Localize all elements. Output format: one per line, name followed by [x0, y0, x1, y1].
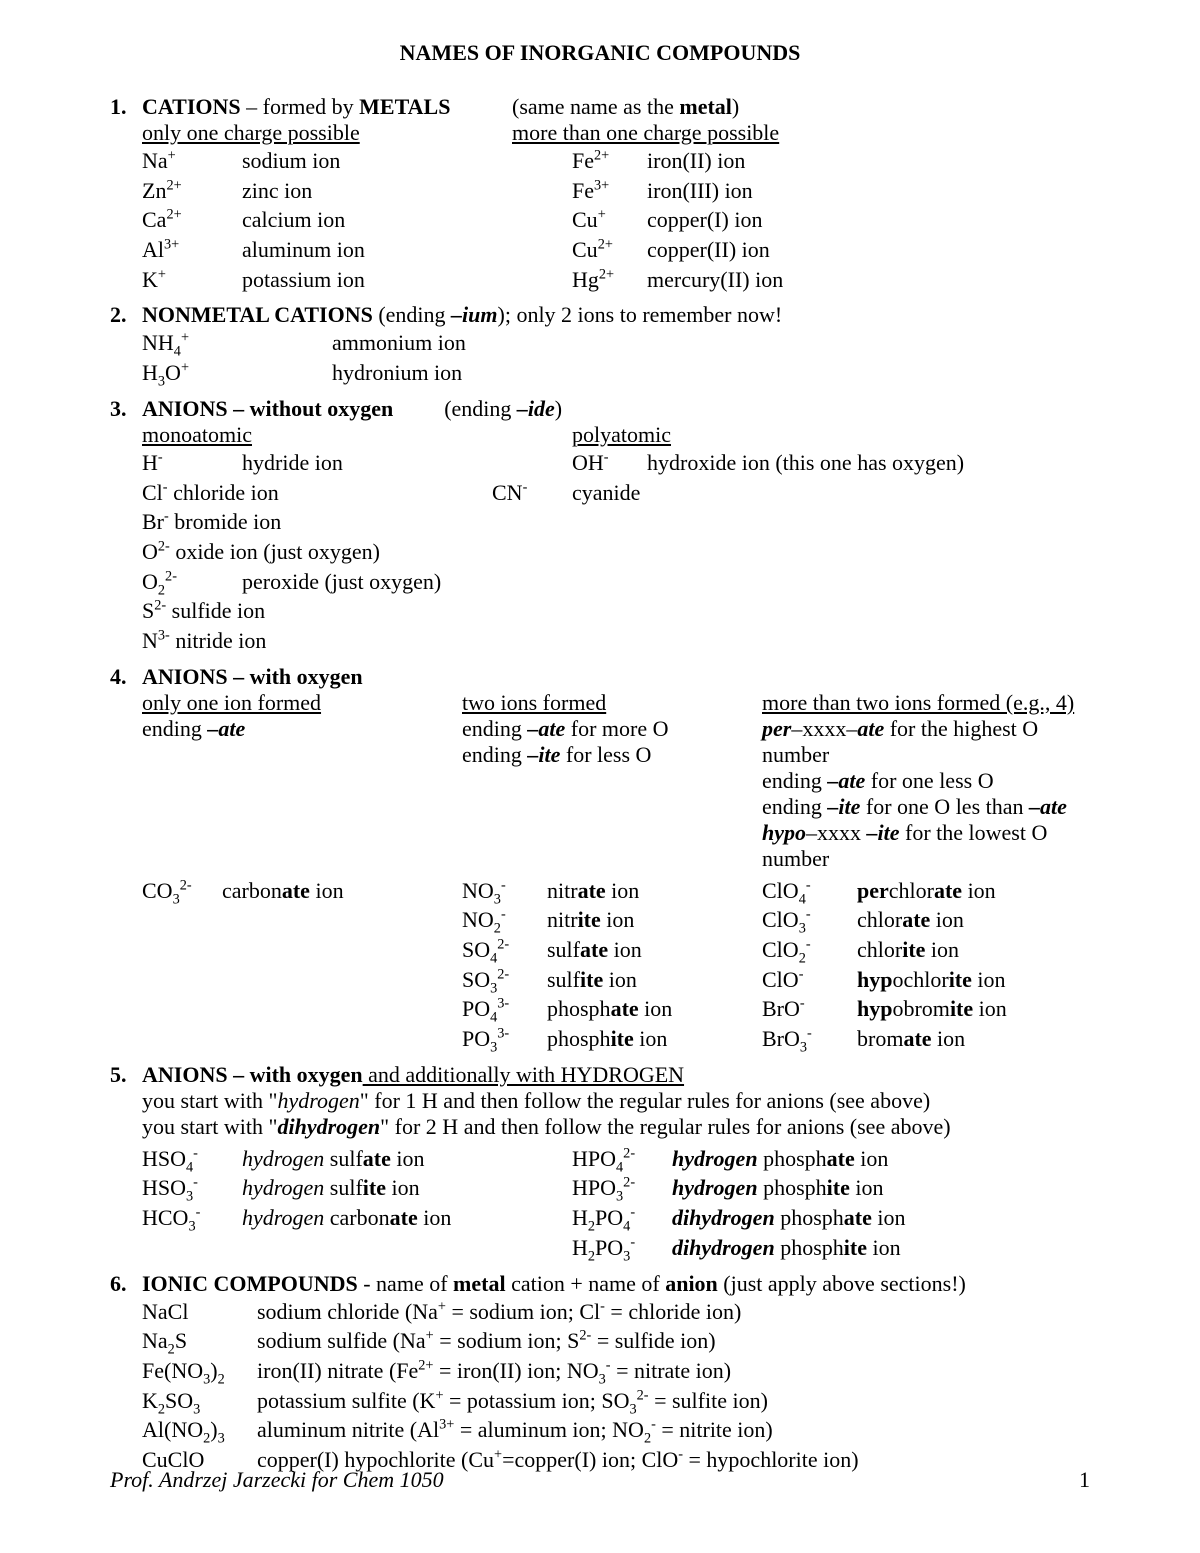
s1-heading-right: (same name as the metal)	[512, 94, 1090, 120]
ion-row: H2PO4-dihydrogen phosphate ion	[572, 1203, 1090, 1233]
section-number: 5.	[110, 1062, 142, 1263]
s3-sub-right: polyatomic	[572, 422, 671, 447]
ion-row: S2- sulfide ion	[142, 596, 1090, 626]
ion-row: BrO3-bromate ion	[762, 1024, 1090, 1054]
ion-row: N3- nitride ion	[142, 626, 1090, 656]
ion-row: ClO4-perchlorate ion	[762, 876, 1090, 906]
ion-row: ClO2-chlorite ion	[762, 935, 1090, 965]
ion-row: SO42-sulfate ion	[462, 935, 762, 965]
s4-heading: ANIONS – with oxygen	[142, 664, 1090, 690]
ion-row: Cl- chloride ion CN-cyanide	[142, 478, 1090, 508]
ion-row: HCO3-hydrogen carbonate ion	[142, 1203, 572, 1233]
footer: Prof. Andrzej Jarzecki for Chem 1050 1	[110, 1467, 1090, 1493]
s6-heading: IONIC COMPOUNDS - name of metal cation +…	[142, 1271, 1090, 1297]
compound-row: Fe(NO3)2iron(II) nitrate (Fe2+ = iron(II…	[142, 1356, 1090, 1386]
ion-row: HSO4-hydrogen sulfate ion	[142, 1144, 572, 1174]
compound-row: Na2Ssodium sulfide (Na+ = sodium ion; S2…	[142, 1326, 1090, 1356]
ion-row: O22-peroxide (just oxygen)	[142, 567, 1090, 597]
section-number: 2.	[110, 302, 142, 387]
section-number: 1.	[110, 94, 142, 294]
s5-heading: ANIONS – with oxygen and additionally wi…	[142, 1062, 1090, 1088]
section-4: 4. ANIONS – with oxygen only one ion for…	[110, 664, 1090, 1054]
s4-col3-head: more than two ions formed (e.g., 4)	[762, 690, 1074, 715]
s1-sub-left: only one charge possible	[142, 120, 360, 145]
page-title: NAMES OF INORGANIC COMPOUNDS	[110, 40, 1090, 66]
ion-row: K+potassium ionHg2+mercury(II) ion	[142, 265, 1090, 295]
section-1: 1. CATIONS – formed by METALS (same name…	[110, 94, 1090, 294]
compound-row: NaClsodium chloride (Na+ = sodium ion; C…	[142, 1297, 1090, 1327]
s1-heading-left: CATIONS – formed by METALS	[142, 94, 512, 120]
ion-row: NH4+ ammonium ion	[142, 328, 1090, 358]
ion-row: NO2-nitrite ion	[462, 905, 762, 935]
section-number: 4.	[110, 664, 142, 1054]
s5-line1: you start with "hydrogen" for 1 H and th…	[142, 1088, 1090, 1114]
ion-row: Al3+aluminum ionCu2+copper(II) ion	[142, 235, 1090, 265]
ion-row: Br- bromide ion	[142, 507, 1090, 537]
s1-sub-right: more than one charge possible	[512, 120, 779, 145]
s3-heading: ANIONS – without oxygen (ending –ide)	[142, 396, 1090, 422]
ion-row: CO32-carbonate ion	[142, 876, 462, 906]
compound-row: Al(NO2)3aluminum nitrite (Al3+ = aluminu…	[142, 1415, 1090, 1445]
ion-row: BrO-hypobromite ion	[762, 994, 1090, 1024]
footer-author: Prof. Andrzej Jarzecki for Chem 1050	[110, 1467, 444, 1493]
s4-col2-head: two ions formed	[462, 690, 606, 715]
ion-row: ClO-hypochlorite ion	[762, 965, 1090, 995]
section-5: 5. ANIONS – with oxygen and additionally…	[110, 1062, 1090, 1263]
section-6: 6. IONIC COMPOUNDS - name of metal catio…	[110, 1271, 1090, 1475]
ion-row: NO3-nitrate ion	[462, 876, 762, 906]
ion-row: PO33-phosphite ion	[462, 1024, 762, 1054]
ion-row: HPO42-hydrogen phosphate ion	[572, 1144, 1090, 1174]
s4-col1-head: only one ion formed	[142, 690, 321, 715]
ion-row: SO32-sulfite ion	[462, 965, 762, 995]
ion-row: PO43-phosphate ion	[462, 994, 762, 1024]
ion-row: HSO3-hydrogen sulfite ion	[142, 1173, 572, 1203]
ion-row: Zn2+zinc ionFe3+iron(III) ion	[142, 176, 1090, 206]
page: NAMES OF INORGANIC COMPOUNDS 1. CATIONS …	[0, 0, 1200, 1475]
s4-col1-rule: ending –ate	[142, 716, 462, 872]
ion-row: HPO32-hydrogen phosphite ion	[572, 1173, 1090, 1203]
ion-row: H2PO3-dihydrogen phosphite ion	[572, 1233, 1090, 1263]
s4-col3-rule: per–xxxx–ate for the highest O number en…	[762, 716, 1090, 872]
compound-row: K2SO3potassium sulfite (K+ = potassium i…	[142, 1386, 1090, 1416]
footer-page: 1	[1079, 1467, 1090, 1493]
ion-row: Na+sodium ionFe2+iron(II) ion	[142, 146, 1090, 176]
s3-sub-left: monoatomic	[142, 422, 252, 447]
ion-row: H-hydride ion OH-hydroxide ion (this one…	[142, 448, 1090, 478]
section-3: 3. ANIONS – without oxygen (ending –ide)…	[110, 396, 1090, 656]
section-number: 3.	[110, 396, 142, 656]
ion-row: Ca2+calcium ionCu+copper(I) ion	[142, 205, 1090, 235]
section-2: 2. NONMETAL CATIONS (ending –ium); only …	[110, 302, 1090, 387]
ion-row: H3O+ hydronium ion	[142, 358, 1090, 388]
s4-col2-rule: ending –ate for more O ending –ite for l…	[462, 716, 762, 872]
ion-row: O2- oxide ion (just oxygen)	[142, 537, 1090, 567]
s5-line2: you start with "dihydrogen" for 2 H and …	[142, 1114, 1090, 1140]
section-number: 6.	[110, 1271, 142, 1475]
s2-heading: NONMETAL CATIONS (ending –ium); only 2 i…	[142, 302, 1090, 328]
ion-row: ClO3-chlorate ion	[762, 905, 1090, 935]
